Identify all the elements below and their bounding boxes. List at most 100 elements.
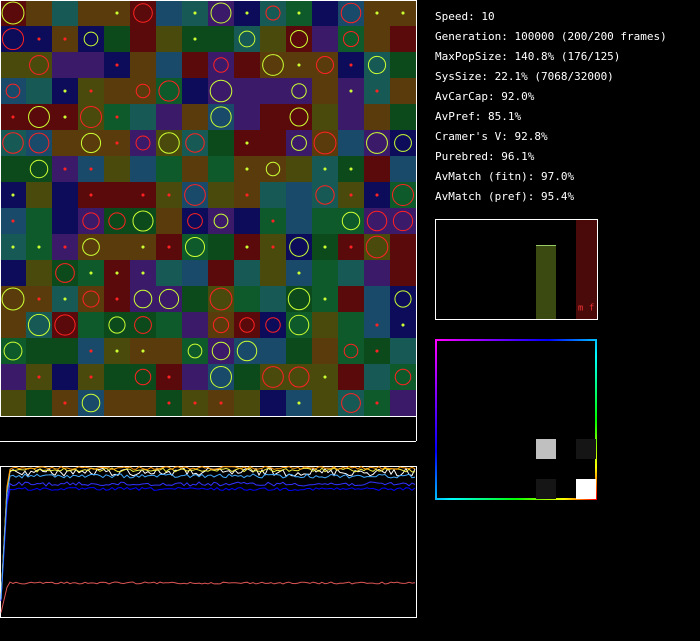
cell [130,0,156,26]
agent [375,401,379,405]
cell [26,104,52,130]
cell [390,26,416,52]
cell [78,260,104,286]
cell [26,286,52,312]
cell [364,390,390,416]
cell [130,260,156,286]
cell [338,260,364,286]
agent [134,316,152,334]
matrix-cell [536,479,556,499]
agent [341,211,361,231]
cell [312,286,338,312]
cell [26,338,52,364]
cell [286,78,312,104]
cell [390,260,416,286]
cell [286,286,312,312]
cell [286,312,312,338]
cell [260,234,286,260]
cell [312,312,338,338]
agent [323,297,327,301]
cell [390,234,416,260]
cell [390,156,416,182]
cell [312,364,338,390]
cell [182,182,208,208]
cell [208,286,234,312]
cell [182,0,208,26]
cell [234,234,260,260]
cell [156,390,182,416]
cell [286,338,312,364]
cell [26,78,52,104]
cell [338,364,364,390]
cell [104,364,130,390]
agent [55,263,75,283]
agent [297,401,301,405]
cell [182,78,208,104]
cell [52,390,78,416]
agent [167,375,171,379]
agent [219,401,223,405]
cell [26,234,52,260]
cell [182,52,208,78]
stat-line: MaxPopSize: 140.8% (176/125) [435,50,620,63]
cell [234,338,260,364]
cell [286,130,312,156]
agent [132,210,154,232]
cell [26,208,52,234]
history-line [0,486,416,602]
cell [364,208,390,234]
agent [89,349,93,353]
cell [26,52,52,78]
agent [63,89,67,93]
history-graph [0,466,417,618]
cell [234,52,260,78]
agent [340,2,362,24]
cell [390,364,416,390]
agent [187,343,203,359]
cell [364,364,390,390]
cell [104,78,130,104]
cell [104,286,130,312]
cell [0,390,26,416]
cell [286,260,312,286]
cell [182,286,208,312]
agent [367,55,387,75]
agent [11,193,15,197]
cell [338,26,364,52]
cell [0,182,26,208]
cell [78,0,104,26]
agent [1,287,25,311]
agent [239,317,255,333]
matrix-cell [536,439,556,459]
cell [104,26,130,52]
cell [156,312,182,338]
cell [260,260,286,286]
agent [297,11,301,15]
bar [536,245,556,319]
agent [82,212,100,230]
agent [108,212,126,230]
cell [78,52,104,78]
agent [193,37,197,41]
agent [349,63,353,67]
agent [245,245,249,249]
cell [104,338,130,364]
agent [349,193,353,197]
stat-line: Speed: 10 [435,10,495,23]
agent [392,210,414,232]
agent [135,83,151,99]
cell [364,286,390,312]
agent [238,30,256,48]
cell [26,182,52,208]
cell [52,364,78,390]
cell [286,26,312,52]
agent [265,317,281,333]
cell [312,52,338,78]
agent [265,5,281,21]
cell [130,156,156,182]
agent [185,133,205,153]
agent [245,167,249,171]
cell [182,338,208,364]
cell [234,26,260,52]
